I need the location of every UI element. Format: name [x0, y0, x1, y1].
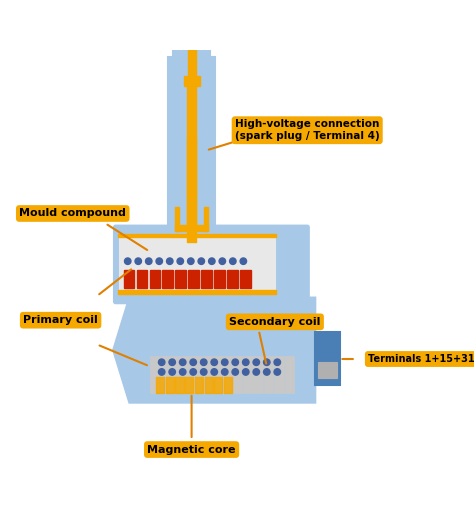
Circle shape: [219, 258, 226, 265]
Bar: [170, 356, 180, 393]
Circle shape: [190, 359, 196, 365]
Circle shape: [190, 369, 196, 375]
Bar: [150, 270, 160, 288]
Circle shape: [211, 359, 218, 365]
Bar: [214, 377, 222, 393]
Bar: [212, 356, 221, 393]
Bar: [175, 377, 183, 393]
Bar: [156, 377, 164, 393]
Circle shape: [158, 359, 165, 365]
Ellipse shape: [182, 12, 201, 19]
Circle shape: [232, 359, 238, 365]
Circle shape: [264, 369, 270, 375]
Circle shape: [166, 258, 173, 265]
Bar: [254, 356, 263, 393]
Bar: [124, 270, 134, 288]
Circle shape: [209, 258, 215, 265]
Bar: [175, 270, 186, 288]
Circle shape: [274, 369, 281, 375]
Polygon shape: [113, 298, 315, 402]
Bar: [227, 270, 237, 288]
Circle shape: [274, 359, 281, 365]
Bar: [285, 356, 294, 393]
Bar: [191, 356, 201, 393]
Bar: [187, 137, 196, 242]
Bar: [160, 356, 170, 393]
Bar: [214, 270, 225, 288]
Bar: [201, 270, 212, 288]
Bar: [318, 362, 337, 378]
Bar: [187, 86, 196, 227]
Circle shape: [221, 369, 228, 375]
Bar: [168, 58, 215, 227]
Ellipse shape: [182, 0, 201, 5]
Bar: [274, 356, 284, 393]
Bar: [243, 356, 253, 393]
Bar: [224, 377, 232, 393]
Circle shape: [201, 369, 207, 375]
Circle shape: [169, 359, 175, 365]
Bar: [188, 270, 199, 288]
Ellipse shape: [182, 19, 201, 25]
Circle shape: [221, 359, 228, 365]
Ellipse shape: [182, 26, 201, 32]
Bar: [188, 36, 196, 76]
Bar: [166, 377, 174, 393]
Bar: [204, 377, 213, 393]
Text: Primary coil: Primary coil: [23, 315, 98, 325]
Bar: [137, 270, 147, 288]
Bar: [204, 207, 208, 231]
Circle shape: [135, 258, 141, 265]
Circle shape: [243, 359, 249, 365]
Bar: [118, 234, 276, 237]
Circle shape: [156, 258, 163, 265]
FancyBboxPatch shape: [114, 226, 309, 303]
Text: High-voltage connection
(spark plug / Terminal 4): High-voltage connection (spark plug / Te…: [235, 119, 380, 141]
Bar: [163, 270, 173, 288]
Circle shape: [243, 369, 249, 375]
Bar: [150, 356, 159, 393]
Circle shape: [158, 369, 165, 375]
Bar: [175, 225, 208, 231]
Circle shape: [177, 258, 183, 265]
Circle shape: [232, 369, 238, 375]
Circle shape: [240, 258, 246, 265]
Ellipse shape: [182, 5, 201, 12]
Bar: [222, 356, 232, 393]
Circle shape: [201, 359, 207, 365]
Bar: [315, 332, 339, 385]
Bar: [119, 235, 275, 292]
Circle shape: [253, 359, 259, 365]
Bar: [201, 356, 211, 393]
Circle shape: [211, 369, 218, 375]
Bar: [173, 46, 210, 58]
Circle shape: [198, 258, 204, 265]
Circle shape: [146, 258, 152, 265]
Circle shape: [229, 258, 236, 265]
Text: Mould compound: Mould compound: [19, 209, 126, 219]
Circle shape: [180, 359, 186, 365]
Bar: [175, 207, 180, 231]
Bar: [183, 76, 200, 86]
Text: Terminals 1+15+31: Terminals 1+15+31: [368, 354, 474, 364]
Text: Magnetic core: Magnetic core: [147, 444, 236, 454]
Circle shape: [188, 258, 194, 265]
Text: Secondary coil: Secondary coil: [229, 317, 320, 327]
Bar: [240, 270, 251, 288]
Circle shape: [125, 258, 131, 265]
Bar: [264, 356, 273, 393]
Bar: [118, 290, 276, 293]
Bar: [185, 377, 193, 393]
Bar: [181, 356, 191, 393]
Circle shape: [169, 369, 175, 375]
Bar: [177, 0, 206, 46]
Bar: [195, 377, 203, 393]
Ellipse shape: [182, 32, 201, 39]
Bar: [233, 356, 242, 393]
Circle shape: [253, 369, 259, 375]
Circle shape: [264, 359, 270, 365]
Circle shape: [180, 369, 186, 375]
